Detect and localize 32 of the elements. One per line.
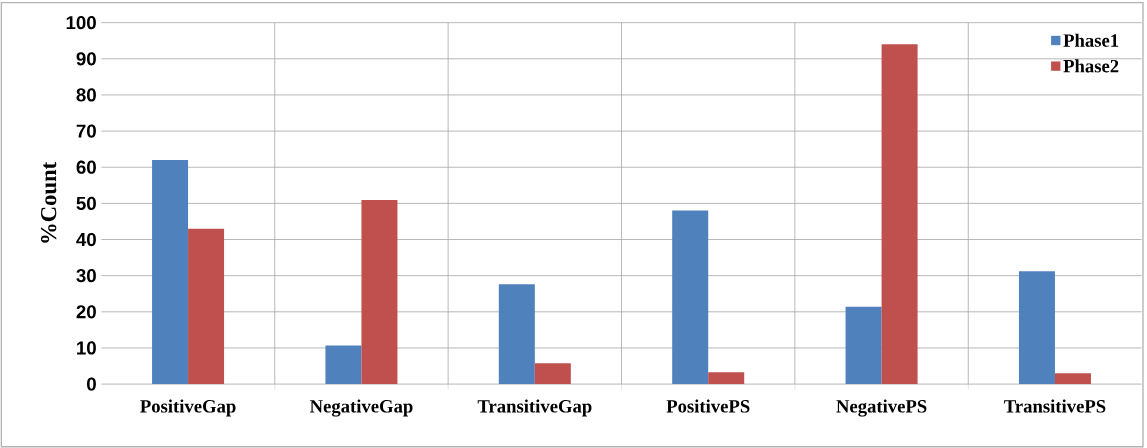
y-axis-title: %Count	[40, 161, 57, 243]
y-tick-label: 0	[87, 377, 96, 391]
bar	[708, 372, 745, 385]
y-tick-label: 40	[76, 232, 96, 247]
y-tick-label: 60	[76, 160, 96, 174]
x-tick-label: NegativeGap	[309, 399, 413, 417]
bar	[188, 228, 225, 385]
y-tick-label: 30	[76, 268, 96, 283]
bar	[534, 363, 571, 385]
x-tick-label: TransitivePS	[1004, 399, 1106, 413]
y-tick-label: 10	[77, 341, 96, 355]
bar	[325, 345, 362, 385]
bar	[361, 200, 398, 385]
y-tick-label: 90	[76, 52, 96, 66]
legend-label: Phase2	[1063, 59, 1119, 73]
bar	[152, 159, 189, 385]
bar	[845, 306, 882, 385]
x-tick-label: PositiveGap	[140, 399, 236, 417]
y-tick-label: 100	[66, 15, 96, 30]
y-tick-label: 70	[76, 124, 96, 138]
y-tick-label: 80	[76, 88, 96, 102]
bar	[672, 210, 709, 385]
legend-label: Phase1	[1063, 33, 1119, 47]
x-tick-label: TransitiveGap	[477, 399, 592, 417]
x-tick-label: NegativePS	[836, 399, 927, 417]
bar	[881, 44, 918, 385]
bar	[1054, 373, 1091, 385]
bar	[498, 284, 535, 385]
bar	[1018, 271, 1055, 385]
x-tick-label: PositivePS	[666, 399, 750, 413]
y-tick-label: 20	[76, 305, 96, 319]
y-tick-label: 50	[76, 196, 96, 210]
